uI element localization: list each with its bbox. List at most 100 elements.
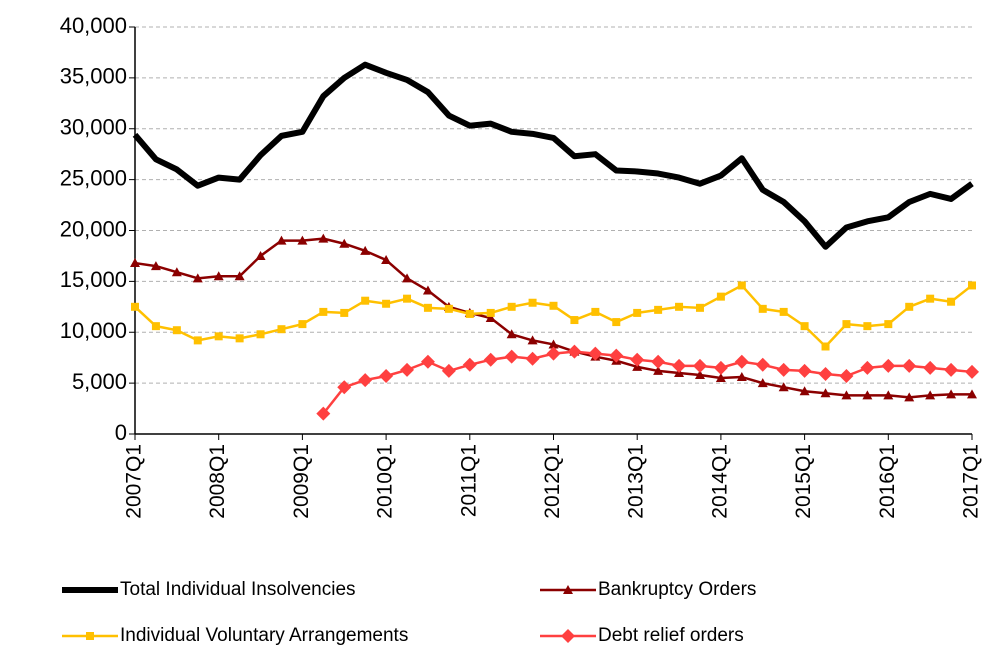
- data-point: [151, 322, 160, 331]
- data-point: [734, 354, 749, 369]
- data-point: [381, 255, 392, 265]
- data-point: [967, 389, 977, 399]
- y-tick-label: 25,000: [60, 165, 127, 190]
- data-point: [818, 366, 833, 381]
- data-point: [358, 373, 373, 388]
- x-tick-label: 2013Q1: [625, 444, 648, 519]
- data-point: [797, 363, 812, 378]
- data-point: [755, 357, 770, 372]
- x-tick-label: 2009Q1: [290, 444, 313, 519]
- data-point: [319, 307, 328, 316]
- data-point: [862, 390, 873, 400]
- data-point: [256, 330, 265, 339]
- data-point: [925, 390, 936, 400]
- data-point: [654, 305, 663, 314]
- data-point: [716, 292, 725, 301]
- data-point: [277, 325, 286, 334]
- x-tick-label: 2007Q1: [123, 444, 146, 519]
- legend-marker: [563, 585, 573, 594]
- data-point: [570, 316, 579, 325]
- x-tick-label: 2017Q1: [960, 444, 983, 519]
- data-point: [462, 357, 477, 372]
- x-tick-label: 2011Q1: [457, 444, 480, 517]
- data-point: [420, 354, 435, 369]
- data-point: [799, 386, 810, 396]
- data-point: [737, 281, 746, 290]
- data-point: [441, 363, 456, 378]
- y-tick-label: 30,000: [60, 115, 127, 140]
- x-tick-label: 2010Q1: [374, 444, 397, 519]
- data-point: [485, 313, 496, 323]
- data-point: [546, 346, 561, 361]
- legend-label: Total Individual Insolvencies: [120, 579, 356, 600]
- data-point: [318, 233, 329, 243]
- data-point: [379, 369, 394, 384]
- data-point: [192, 273, 203, 283]
- data-point: [757, 378, 768, 388]
- data-point: [633, 308, 642, 317]
- data-point: [609, 348, 624, 363]
- data-point: [150, 261, 161, 271]
- data-point: [361, 296, 370, 305]
- data-point: [651, 354, 666, 369]
- data-point: [612, 318, 621, 327]
- legend-label: Individual Voluntary Arrangements: [120, 625, 408, 646]
- data-point: [842, 320, 851, 329]
- data-point: [276, 235, 287, 245]
- data-point: [444, 304, 453, 313]
- legend-label: Debt relief orders: [598, 625, 744, 646]
- y-tick-label: 20,000: [60, 216, 127, 241]
- data-point: [340, 308, 349, 317]
- data-point: [171, 267, 182, 277]
- data-point: [758, 304, 767, 313]
- data-point: [130, 258, 140, 268]
- y-tick-label: 40,000: [60, 13, 127, 38]
- series-line: [322, 350, 973, 415]
- data-point: [235, 334, 244, 343]
- data-point: [947, 297, 956, 306]
- data-point: [131, 302, 139, 311]
- data-point: [506, 329, 517, 339]
- data-point: [548, 339, 559, 349]
- data-point: [234, 271, 245, 281]
- data-point: [736, 372, 747, 382]
- y-tick-label: 5,000: [72, 369, 127, 394]
- data-point: [926, 294, 935, 303]
- data-point: [339, 238, 350, 248]
- y-tick-label: 0: [115, 420, 127, 445]
- data-point: [965, 364, 979, 379]
- x-tick-label: 2012Q1: [541, 444, 564, 519]
- series-line: [132, 61, 974, 250]
- data-point: [403, 294, 412, 303]
- legend-marker: [561, 629, 575, 643]
- data-point: [297, 235, 308, 245]
- data-point: [486, 308, 495, 317]
- data-point: [255, 250, 266, 260]
- data-point: [902, 358, 917, 373]
- y-tick-label: 15,000: [60, 267, 127, 292]
- data-point: [692, 358, 707, 373]
- data-point: [525, 351, 540, 366]
- data-point: [968, 281, 976, 290]
- data-point: [382, 299, 391, 308]
- data-point: [213, 271, 224, 281]
- y-tick-label: 10,000: [60, 318, 127, 343]
- data-point: [298, 320, 307, 329]
- data-point: [675, 302, 684, 311]
- data-point: [653, 365, 664, 375]
- data-point: [946, 389, 957, 399]
- data-point: [549, 301, 558, 310]
- data-point: [591, 307, 600, 316]
- data-point: [841, 390, 852, 400]
- data-point: [778, 382, 789, 392]
- data-point: [193, 336, 202, 345]
- data-point: [713, 360, 728, 375]
- data-point: [528, 298, 537, 307]
- data-point: [694, 369, 705, 379]
- data-point: [820, 388, 831, 398]
- data-point: [905, 302, 914, 311]
- data-point: [567, 344, 582, 359]
- data-point: [360, 245, 371, 255]
- data-point: [883, 390, 894, 400]
